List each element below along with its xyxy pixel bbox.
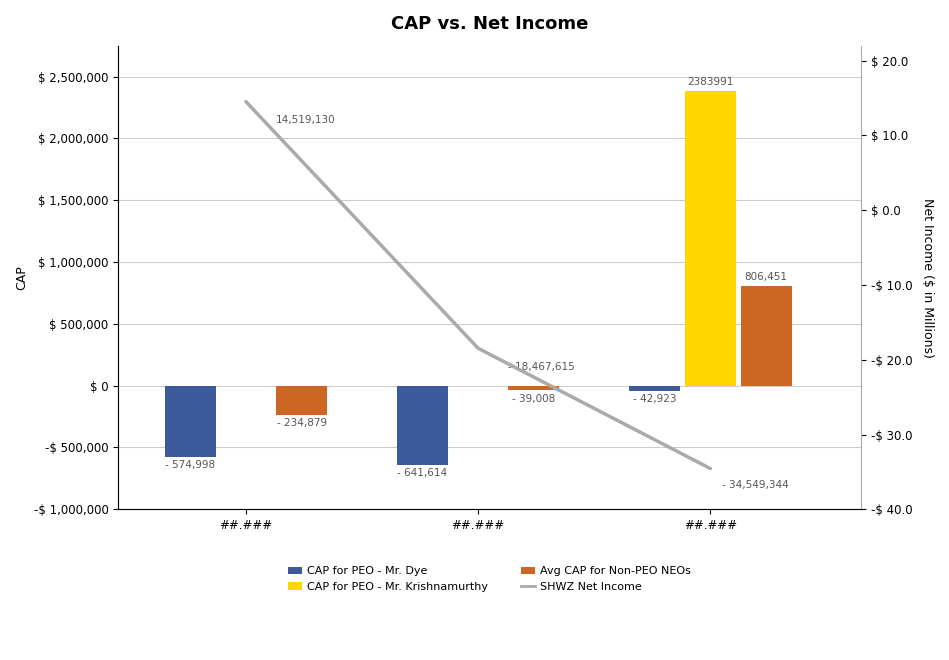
Text: 14,519,130: 14,519,130	[276, 115, 336, 125]
Text: - 234,879: - 234,879	[276, 418, 326, 428]
Text: - 574,998: - 574,998	[165, 460, 215, 470]
Text: - 34,549,344: - 34,549,344	[722, 480, 789, 490]
Bar	[629, 385, 680, 391]
Bar	[509, 385, 559, 391]
Bar	[164, 385, 215, 457]
Bar	[276, 385, 327, 414]
Bar	[740, 286, 791, 385]
Text: 806,451: 806,451	[745, 273, 788, 282]
Text: - 641,614: - 641,614	[398, 469, 447, 478]
Y-axis label: CAP: CAP	[15, 265, 28, 290]
Text: - 39,008: - 39,008	[512, 394, 555, 404]
Bar	[397, 385, 448, 465]
Text: - 42,923: - 42,923	[633, 395, 677, 405]
Text: 2383991: 2383991	[687, 77, 734, 87]
Bar	[685, 91, 735, 385]
Text: - 18,467,615: - 18,467,615	[509, 362, 575, 372]
Legend: CAP for PEO - Mr. Dye, CAP for PEO - Mr. Krishnamurthy, Avg CAP for Non-PEO NEOs: CAP for PEO - Mr. Dye, CAP for PEO - Mr.…	[284, 562, 696, 597]
Title: CAP vs. Net Income: CAP vs. Net Income	[391, 15, 588, 33]
Y-axis label: Net Income ($ in Millions): Net Income ($ in Millions)	[921, 197, 934, 358]
